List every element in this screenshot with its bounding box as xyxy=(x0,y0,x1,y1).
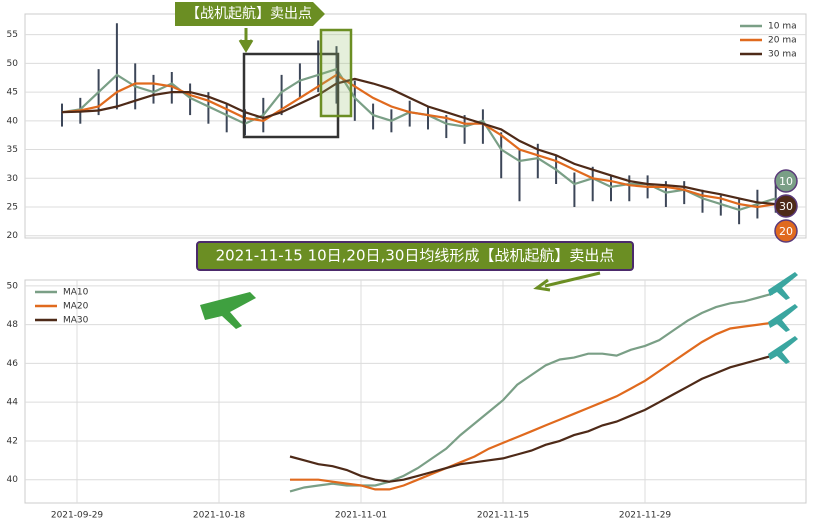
banner-middle xyxy=(196,241,634,271)
annotation-top: 【战机起航】卖出点 xyxy=(186,6,312,22)
y-tick-label: 20 xyxy=(7,231,19,241)
bottom-plot-frame xyxy=(24,279,807,504)
x-tick-label: 2021-11-29 xyxy=(619,511,672,521)
badge xyxy=(774,219,798,243)
y-tick-label: 35 xyxy=(7,145,18,155)
badge-label: 20 xyxy=(779,225,793,238)
y-tick-label: 48 xyxy=(7,320,19,330)
y-tick-label: 44 xyxy=(7,398,19,408)
annotation-middle: 2021-11-15 10日,20日,30日均线形成【战机起航】卖出点 xyxy=(216,247,615,265)
ma-line xyxy=(61,73,776,209)
legend-label: MA10 xyxy=(63,288,89,298)
y-tick-label: 40 xyxy=(7,116,19,126)
highlight-box xyxy=(242,52,340,139)
banner-top xyxy=(175,2,325,26)
y-tick-label: 40 xyxy=(7,475,19,485)
badge-label: 30 xyxy=(779,200,793,213)
badge xyxy=(774,169,798,193)
ma-line xyxy=(61,77,776,206)
x-tick-label: 2021-10-18 xyxy=(193,511,246,521)
plane-icon xyxy=(200,292,256,329)
legend-label: 20 ma xyxy=(768,36,797,46)
y-tick-label: 46 xyxy=(7,359,19,369)
highlight-box-green xyxy=(319,28,353,118)
y-tick-label: 30 xyxy=(7,174,19,184)
legend-label: MA20 xyxy=(63,302,89,312)
y-tick-label: 45 xyxy=(7,88,18,98)
y-tick-label: 55 xyxy=(7,30,18,40)
plane-icons xyxy=(200,272,798,364)
ma-line xyxy=(289,292,774,493)
arrow-down xyxy=(238,28,254,53)
data-layer: 20 25 30 35 40 45 50 55 10 ma 20 ma 30 ma 10 30 20 40 4… xyxy=(7,22,806,521)
ma-line xyxy=(289,354,774,483)
legend-label: 10 ma xyxy=(768,22,797,32)
ma-line xyxy=(290,321,773,491)
y-tick-label: 42 xyxy=(7,436,18,446)
plane-icon xyxy=(768,336,798,364)
badge-label: 10 xyxy=(779,175,793,188)
x-tick-label: 2021-09-29 xyxy=(51,511,104,521)
y-tick-label: 50 xyxy=(7,59,19,69)
plane-icon xyxy=(768,304,798,332)
top-plot-frame xyxy=(24,13,807,239)
legend-label: 30 ma xyxy=(768,50,797,60)
arrow-left xyxy=(533,271,601,292)
y-tick-label: 50 xyxy=(7,281,19,291)
badge xyxy=(774,194,798,218)
x-tick-label: 2021-11-15 xyxy=(477,511,529,521)
legend-label: MA30 xyxy=(63,316,89,326)
y-tick-label: 25 xyxy=(7,202,18,212)
plane-icon xyxy=(768,272,798,300)
x-tick-label: 2021-11-01 xyxy=(335,511,387,521)
